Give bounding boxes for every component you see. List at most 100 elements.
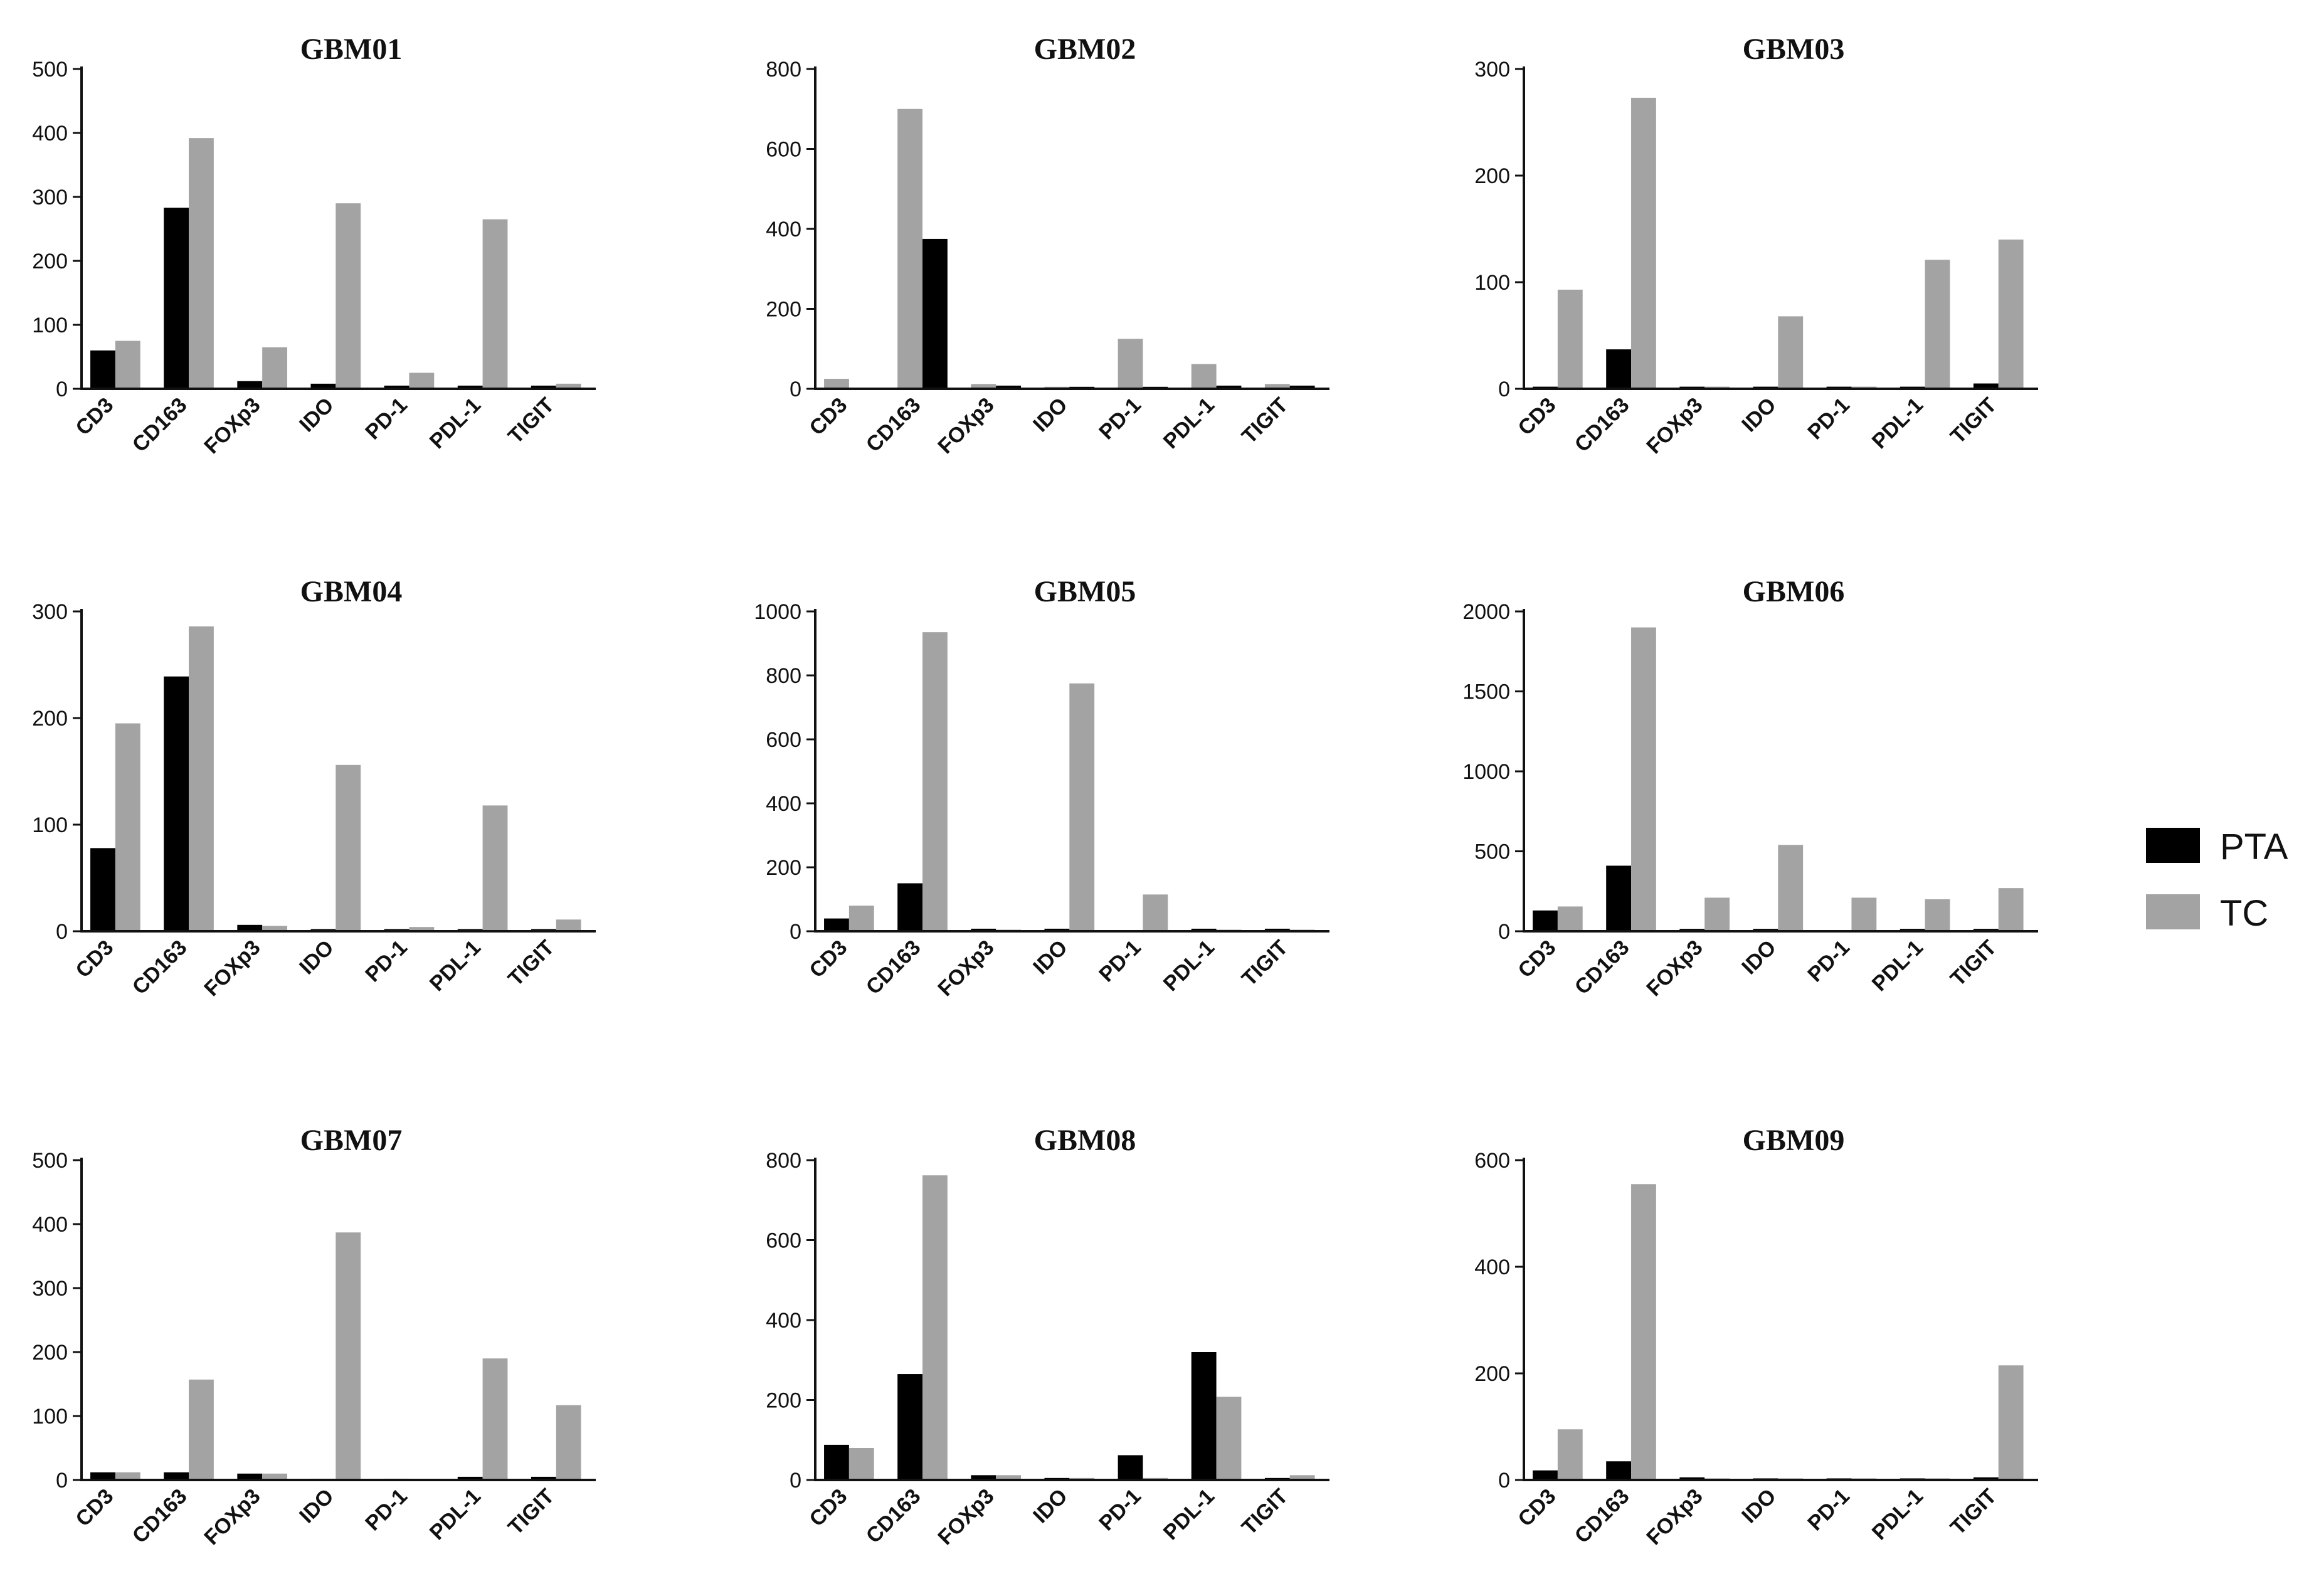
y-tick-label: 100	[1474, 271, 1510, 295]
y-tick-label: 500	[32, 58, 68, 82]
y-tick-label: 0	[56, 920, 68, 944]
y-tick-label: 600	[766, 728, 801, 752]
chart-title: GBM09	[1743, 1124, 1845, 1157]
category-label: IDO	[295, 393, 339, 437]
bar-tc-pdl-1	[482, 805, 508, 931]
y-tick-label: 2000	[1462, 600, 1510, 624]
y-tick-label: 400	[32, 1213, 68, 1237]
bar-tc-ido	[1778, 316, 1804, 389]
bar-pta-cd3	[824, 918, 849, 931]
bar-pta-ido	[1044, 928, 1070, 931]
legend-label-tc: TC	[2220, 893, 2268, 934]
bar-pta-cd163	[1606, 349, 1632, 389]
bar-pta-tigit	[1973, 1477, 1999, 1480]
bar-pta-cd3	[90, 350, 115, 389]
bar-pta-cd163	[1606, 1461, 1632, 1480]
chart-gbm09: GBM09 CD3 CD163 FOXp3 IDO PD-1 PDL-1 TIGIT 0 200 4…	[1474, 1124, 2038, 1550]
y-tick-label: 200	[766, 298, 801, 322]
category-label: TIGIT	[504, 1484, 559, 1540]
bar-tc-cd3	[848, 906, 874, 931]
bar-tc-foxp3	[1704, 897, 1730, 931]
category-label: PD-1	[1803, 936, 1854, 987]
category-label: FOXp3	[1642, 1484, 1707, 1550]
bar-pta-tigit	[1973, 383, 1999, 389]
bar-pta-cd163	[922, 238, 948, 389]
y-tick-label: 200	[32, 707, 68, 731]
category-label: PDL-1	[1868, 1484, 1928, 1545]
chart-gbm06: GBM06 CD3 CD163 FOXp3 IDO PD-1 PDL-1 TIGIT 0 500 1…	[1462, 575, 2038, 1001]
bar-tc-pd-1	[409, 373, 435, 389]
category-label: CD3	[805, 936, 852, 983]
chart-gbm05: GBM05 CD3 CD163 FOXp3 IDO PD-1 PDL-1 TIGIT 0 200 4…	[754, 575, 1329, 1001]
bar-pta-cd163	[897, 1374, 923, 1480]
bar-pta-cd163	[164, 208, 189, 389]
category-label: CD163	[1570, 936, 1634, 1000]
bar-tc-pd-1	[409, 927, 435, 931]
bar-tc-cd3	[1557, 289, 1583, 389]
y-tick-label: 0	[790, 378, 801, 401]
chart-title: GBM03	[1743, 33, 1845, 66]
y-tick-label: 100	[32, 813, 68, 837]
y-tick-label: 1500	[1462, 680, 1510, 704]
y-tick-label: 200	[32, 250, 68, 273]
category-label: PDL-1	[1868, 393, 1928, 453]
category-label: TIGIT	[1237, 936, 1292, 991]
bar-pta-foxp3	[1679, 1477, 1705, 1480]
chart-title: GBM05	[1034, 575, 1136, 608]
bar-tc-cd163	[1631, 1184, 1656, 1480]
category-label: CD3	[1513, 936, 1560, 983]
bar-tc-cd3	[115, 1472, 140, 1480]
category-label: FOXp3	[1642, 936, 1707, 1001]
bar-pta-foxp3	[237, 1473, 263, 1480]
bar-pta-foxp3	[971, 928, 996, 931]
y-tick-label: 600	[766, 1229, 801, 1253]
y-tick-label: 300	[32, 600, 68, 624]
chart-gbm08: GBM08 CD3 CD163 FOXp3 IDO PD-1 PDL-1 TIGIT 0 200 4…	[766, 1124, 1329, 1550]
bar-tc-tigit	[1998, 240, 2024, 389]
bar-tc-pdl-1	[1925, 899, 1950, 931]
bar-pta-cd3	[90, 1472, 115, 1480]
category-label: PD-1	[1094, 936, 1146, 987]
bar-tc-ido	[336, 764, 361, 931]
y-tick-label: 200	[766, 1389, 801, 1413]
y-tick-label: 0	[790, 1469, 801, 1493]
category-label: IDO	[295, 936, 339, 980]
bar-pta-foxp3	[971, 1475, 996, 1480]
category-label: CD163	[1570, 393, 1634, 457]
chart-title: GBM02	[1034, 33, 1136, 66]
y-tick-label: 300	[32, 1277, 68, 1301]
bar-pta-tigit	[1264, 928, 1290, 931]
bar-tc-cd3	[824, 379, 849, 389]
category-label: CD3	[805, 393, 852, 440]
category-label: PDL-1	[1868, 936, 1928, 996]
category-label: PD-1	[1803, 393, 1854, 445]
category-label: TIGIT	[1237, 393, 1292, 448]
y-tick-label: 400	[1474, 1255, 1510, 1279]
y-tick-label: 600	[766, 138, 801, 162]
category-label: FOXp3	[1642, 393, 1707, 458]
bar-tc-ido	[336, 1232, 361, 1480]
category-label: PDL-1	[1159, 393, 1219, 453]
bar-pta-pdl-1	[1216, 385, 1242, 389]
bar-tc-cd163	[189, 138, 214, 389]
legend-swatch-tc	[2146, 894, 2200, 929]
category-label: CD3	[71, 393, 118, 440]
category-label: CD163	[862, 936, 926, 1000]
category-label: IDO	[295, 1484, 339, 1528]
category-label: CD3	[805, 1484, 852, 1531]
y-tick-label: 200	[1474, 164, 1510, 188]
y-tick-label: 300	[32, 186, 68, 209]
y-tick-label: 0	[1498, 1469, 1510, 1493]
category-label: CD163	[128, 393, 192, 457]
y-tick-label: 800	[766, 1149, 801, 1173]
chart-title: GBM01	[300, 33, 403, 66]
bar-pta-foxp3	[237, 381, 263, 389]
category-label: PD-1	[361, 936, 412, 987]
bar-tc-pdl-1	[1216, 1397, 1242, 1480]
chart-gbm03: GBM03 CD3 CD163 FOXp3 IDO PD-1 PDL-1 TIGIT 0 100 2…	[1474, 33, 2038, 458]
bar-tc-tigit	[556, 1405, 581, 1480]
y-tick-label: 0	[56, 1469, 68, 1493]
y-tick-label: 1000	[754, 600, 801, 624]
bar-tc-cd163	[922, 1175, 948, 1480]
